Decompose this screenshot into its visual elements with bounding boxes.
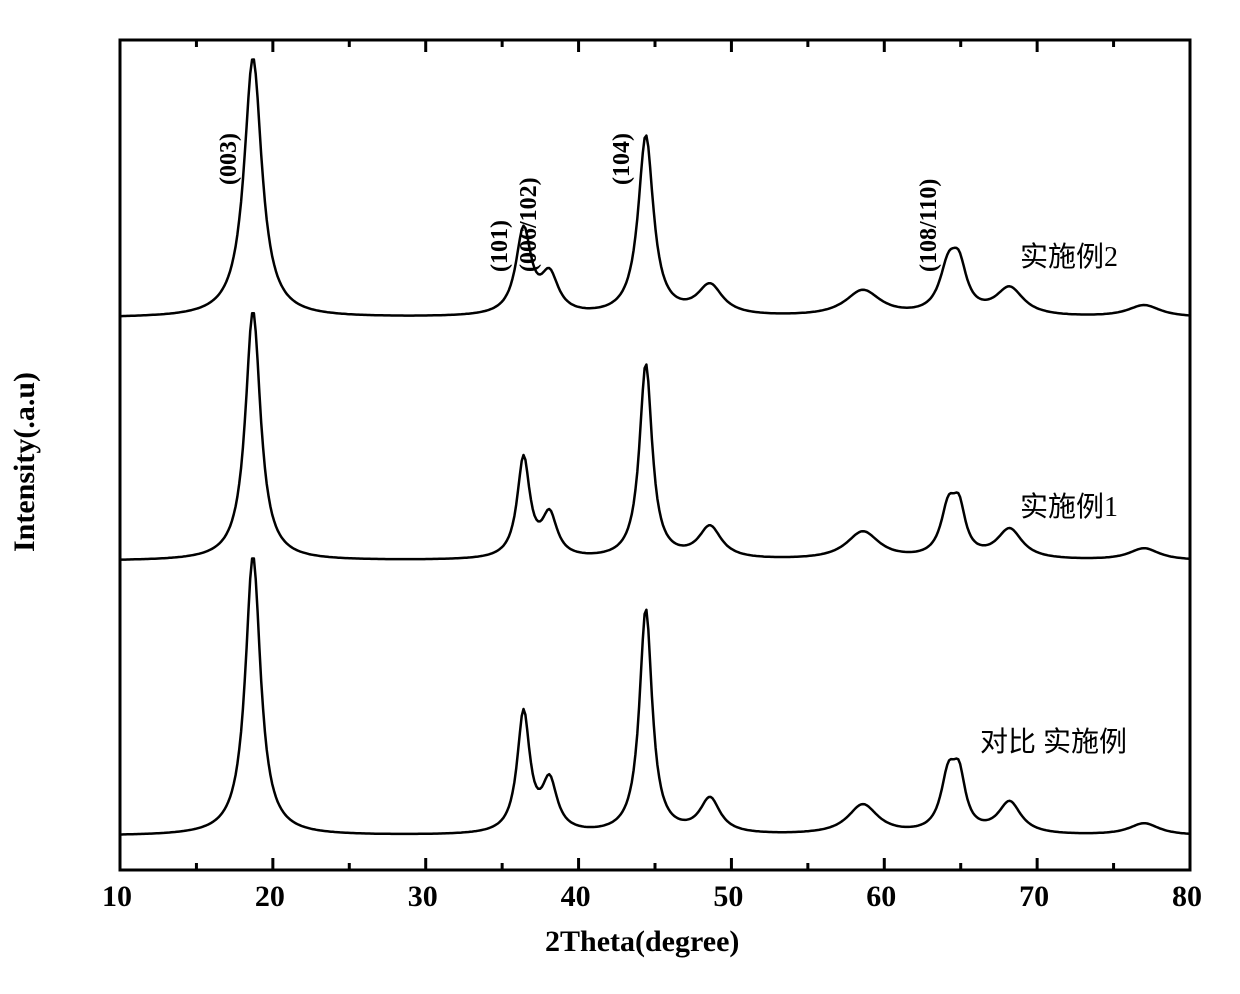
peak-label: (108/110) — [916, 179, 943, 272]
chart-container: Intensity(.a.u) 2Theta(degree) 10 20 30 40 5… — [0, 0, 1240, 989]
series-label: 实施例1 — [1020, 485, 1118, 525]
x-tick-label: 10 — [102, 880, 132, 914]
peak-label: (003) — [216, 133, 243, 185]
x-tick-label: 70 — [1019, 880, 1049, 914]
series-label: 对比 实施例 — [980, 720, 1127, 760]
x-tick-label: 80 — [1172, 880, 1202, 914]
series-label: 实施例2 — [1020, 235, 1118, 275]
y-axis-label: Intensity(.a.u) — [8, 362, 42, 562]
x-tick-label: 30 — [408, 880, 438, 914]
x-axis-label: 2Theta(degree) — [545, 925, 739, 959]
x-tick-label: 40 — [561, 880, 591, 914]
peak-label: (104) — [609, 133, 636, 185]
peak-label: (006/102) — [516, 177, 543, 272]
x-tick-label: 60 — [866, 880, 896, 914]
peak-label: (101) — [487, 220, 514, 272]
x-tick-label: 20 — [255, 880, 285, 914]
x-tick-label: 50 — [713, 880, 743, 914]
